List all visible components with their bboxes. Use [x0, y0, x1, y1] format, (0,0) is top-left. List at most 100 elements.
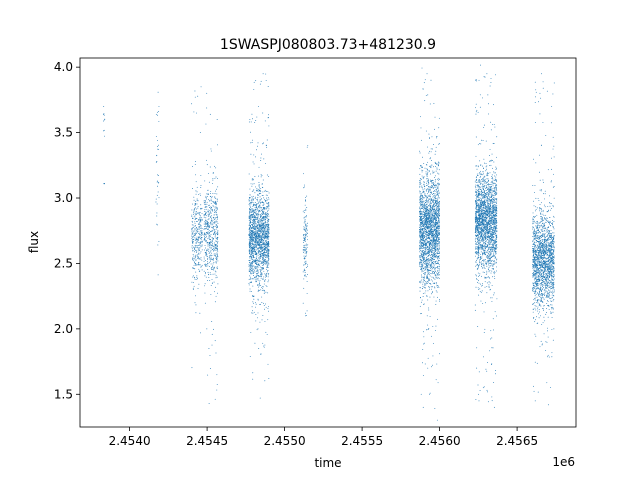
data-point — [212, 250, 214, 252]
data-point — [422, 239, 424, 241]
data-point — [438, 210, 440, 212]
data-point — [267, 310, 269, 312]
data-point — [428, 199, 430, 200]
data-point — [433, 144, 434, 146]
data-point — [257, 284, 259, 286]
data-point — [426, 267, 428, 269]
data-point — [214, 233, 216, 235]
data-point — [425, 188, 427, 190]
data-point — [210, 248, 212, 250]
data-point — [302, 187, 304, 189]
data-point — [422, 256, 424, 258]
data-point — [432, 206, 434, 208]
data-point — [258, 205, 260, 207]
data-point — [422, 243, 424, 245]
data-point — [426, 261, 428, 263]
data-point — [263, 225, 265, 227]
data-point — [264, 230, 266, 232]
data-point — [423, 252, 425, 254]
data-point — [259, 275, 261, 277]
data-point — [201, 240, 203, 242]
data-point — [254, 244, 256, 246]
data-point — [251, 270, 253, 272]
data-point — [257, 193, 259, 195]
data-point — [211, 196, 213, 198]
data-point — [199, 241, 201, 243]
data-point — [258, 182, 260, 183]
data-point — [254, 176, 256, 177]
data-point — [438, 207, 440, 209]
data-point — [306, 230, 308, 231]
data-point — [250, 253, 252, 255]
data-point — [206, 215, 208, 217]
data-point — [257, 240, 259, 242]
data-point — [208, 256, 210, 258]
data-point — [434, 242, 436, 244]
data-point — [199, 234, 200, 236]
data-point — [420, 266, 422, 268]
data-point — [421, 227, 423, 229]
data-point — [253, 311, 255, 313]
data-point — [304, 247, 306, 249]
data-point — [249, 198, 251, 199]
data-point — [157, 191, 159, 193]
data-point — [208, 214, 210, 216]
data-point — [216, 241, 218, 243]
data-point — [249, 265, 251, 267]
data-point — [260, 223, 262, 225]
data-point — [210, 224, 212, 226]
data-point — [432, 255, 434, 256]
data-point — [212, 210, 214, 212]
data-point — [423, 224, 425, 226]
data-point — [306, 248, 307, 250]
data-point — [265, 248, 267, 250]
data-point — [194, 225, 196, 227]
data-point — [195, 262, 197, 264]
data-point — [438, 217, 440, 219]
data-point — [429, 234, 431, 235]
data-point — [265, 263, 267, 265]
data-point — [156, 114, 158, 116]
data-point — [303, 228, 305, 230]
data-point — [251, 230, 253, 231]
data-point — [258, 244, 260, 245]
data-point — [253, 246, 255, 248]
data-point — [421, 220, 423, 222]
data-point — [207, 211, 209, 213]
data-point — [304, 258, 306, 260]
data-point — [208, 262, 210, 264]
data-point — [254, 278, 256, 280]
data-point — [427, 240, 429, 242]
data-point — [207, 209, 209, 211]
data-point — [419, 233, 421, 235]
data-point — [428, 272, 430, 274]
data-point — [429, 279, 431, 281]
data-point — [210, 208, 212, 210]
data-point — [436, 194, 438, 196]
data-point — [196, 264, 198, 266]
data-point — [260, 244, 262, 246]
data-point — [424, 216, 426, 218]
data-point — [204, 237, 205, 239]
data-point — [263, 253, 265, 255]
data-point — [306, 251, 308, 253]
data-point — [250, 203, 252, 205]
data-point — [217, 233, 219, 234]
data-point — [428, 170, 430, 172]
data-point — [437, 257, 439, 259]
data-point — [306, 292, 308, 294]
data-point — [421, 171, 423, 173]
data-point — [260, 230, 261, 232]
data-point — [216, 267, 218, 269]
data-point — [264, 209, 266, 210]
data-point — [216, 119, 218, 120]
data-point — [261, 250, 263, 252]
data-point — [257, 237, 259, 239]
data-point — [426, 175, 428, 177]
data-point — [419, 249, 421, 251]
data-point — [420, 232, 422, 234]
data-point — [251, 261, 253, 263]
data-point — [431, 288, 433, 290]
data-point — [435, 202, 437, 204]
data-point — [255, 249, 257, 251]
